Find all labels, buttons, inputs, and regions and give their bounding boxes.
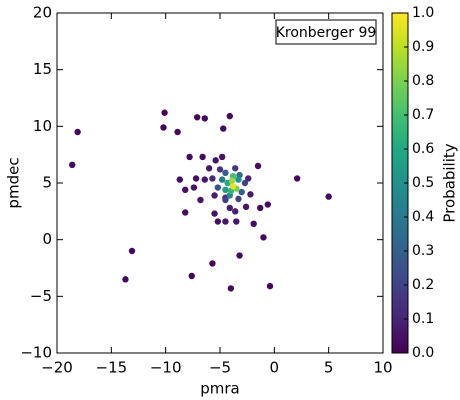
point [192, 175, 200, 182]
point [218, 176, 226, 183]
point [74, 128, 81, 136]
x-tick-label: 10 [373, 359, 392, 377]
point [229, 183, 237, 190]
y-tick-label: −10 [20, 344, 52, 362]
point [161, 109, 168, 116]
point [212, 157, 219, 164]
x-tick-label: 5 [324, 359, 334, 377]
point [226, 112, 233, 120]
point [222, 218, 229, 225]
point [235, 195, 242, 203]
point [250, 220, 257, 227]
point [257, 204, 264, 212]
point [211, 210, 218, 217]
point [209, 175, 216, 182]
point [232, 208, 239, 215]
x-tick-label: 0 [270, 359, 280, 377]
point [201, 176, 208, 183]
point [260, 234, 267, 241]
y-tick-label: 0 [42, 230, 52, 248]
colorbar-tick-label: 0.6 [412, 141, 434, 157]
colorbar-tick-label: 0.0 [412, 345, 434, 361]
point [190, 184, 198, 191]
point [214, 218, 222, 225]
point [176, 176, 183, 183]
point [233, 218, 240, 225]
y-tick-label: 10 [33, 117, 52, 135]
x-tick-label: −20 [41, 359, 73, 377]
point [199, 153, 206, 161]
y-axis-label: pmdec [5, 157, 23, 208]
point [182, 209, 189, 216]
point [236, 252, 243, 259]
x-tick-label: −15 [96, 359, 128, 377]
point [188, 272, 195, 280]
y-tick-label: 5 [42, 174, 52, 192]
colorbar-tick-label: 0.9 [412, 39, 434, 55]
colorbar-label: Probability [441, 143, 459, 222]
point [220, 125, 227, 132]
point [182, 186, 189, 193]
y-tick-label: 20 [33, 4, 52, 22]
colorbar-tick-label: 0.4 [412, 209, 434, 225]
point [264, 201, 272, 208]
point [238, 188, 245, 196]
colorbar-tick-label: 0.2 [412, 277, 434, 293]
point [216, 166, 224, 173]
y-tick-label: 15 [33, 60, 52, 78]
point [205, 165, 213, 172]
point [222, 186, 229, 193]
point [174, 128, 181, 136]
point [186, 153, 193, 161]
point [197, 196, 204, 204]
plot-frame [56, 12, 384, 354]
colorbar-tick-label: 1.0 [412, 5, 434, 21]
x-tick-label: −5 [209, 359, 231, 377]
point [241, 179, 249, 187]
point [128, 247, 136, 255]
annotation: Kronberger 99 [276, 25, 377, 41]
colorbar-tick-label: 0.5 [412, 175, 434, 191]
point [222, 169, 229, 176]
colorbar-tick-label: 0.8 [412, 73, 434, 89]
point [245, 175, 252, 182]
point [211, 192, 218, 199]
point [235, 176, 242, 183]
point [293, 175, 301, 182]
y-tick-label: −5 [30, 287, 52, 305]
point [122, 276, 129, 283]
annotation-box [275, 19, 377, 45]
point [218, 153, 226, 161]
point [232, 165, 239, 172]
point [201, 115, 208, 122]
point [222, 196, 229, 204]
point [247, 191, 254, 198]
point [160, 124, 167, 131]
point [227, 285, 235, 292]
x-axis-label: pmra [200, 380, 240, 398]
colorbar-tick-label: 0.3 [412, 243, 434, 259]
point [209, 260, 216, 267]
colorbar-tick-label: 0.7 [412, 107, 434, 123]
point [242, 203, 250, 210]
x-tick-label: −10 [150, 359, 182, 377]
colorbar-tick-label: 0.1 [412, 311, 434, 327]
point [325, 193, 332, 200]
point [69, 161, 76, 169]
point [266, 282, 274, 290]
point [254, 162, 262, 170]
point [214, 184, 222, 191]
point [228, 177, 236, 184]
point [193, 114, 201, 121]
point [226, 204, 233, 212]
